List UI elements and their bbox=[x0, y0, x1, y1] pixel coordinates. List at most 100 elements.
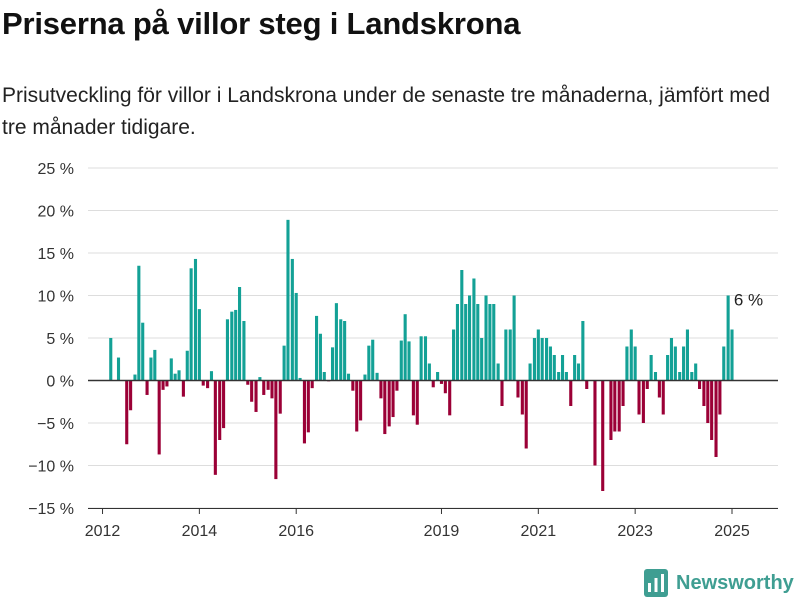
bar bbox=[395, 380, 399, 391]
bar bbox=[157, 380, 161, 455]
y-tick-label: 0 % bbox=[46, 374, 74, 391]
bar bbox=[613, 380, 617, 432]
y-tick-label: −5 % bbox=[37, 416, 74, 433]
bar bbox=[557, 372, 561, 381]
bar bbox=[246, 380, 250, 385]
bar bbox=[250, 380, 254, 402]
bar bbox=[363, 374, 367, 381]
bar bbox=[218, 380, 222, 440]
y-tick-label: 10 % bbox=[38, 289, 74, 306]
bar bbox=[177, 370, 181, 381]
bar bbox=[496, 363, 500, 381]
bar bbox=[258, 377, 262, 381]
bar bbox=[411, 380, 415, 416]
bar bbox=[116, 357, 121, 381]
bar bbox=[455, 304, 459, 381]
bar bbox=[423, 336, 428, 381]
bars bbox=[109, 219, 734, 491]
bar bbox=[185, 350, 189, 381]
bar bbox=[552, 355, 556, 381]
y-tick-label: 15 % bbox=[38, 246, 74, 263]
bar bbox=[290, 258, 294, 381]
bar bbox=[129, 380, 133, 411]
bar bbox=[601, 380, 605, 491]
brand-logo[interactable]: Newsworthy bbox=[644, 569, 794, 597]
y-tick-label: −10 % bbox=[28, 459, 74, 476]
bar bbox=[153, 349, 157, 381]
bar bbox=[254, 380, 258, 412]
bar bbox=[133, 374, 137, 381]
bar bbox=[649, 355, 653, 381]
bar bbox=[286, 219, 290, 381]
x-tick-label: 2023 bbox=[617, 523, 653, 540]
bar-chart: −15 % −10 % −5 % 0 % 5 % 10 % 15 % 20 % 25 % 2012… bbox=[28, 161, 778, 540]
bar bbox=[141, 322, 145, 381]
bar bbox=[427, 363, 431, 381]
x-tick-label: 2014 bbox=[182, 523, 218, 540]
bar bbox=[181, 380, 185, 397]
bar bbox=[666, 355, 670, 381]
bar bbox=[262, 380, 266, 395]
bar bbox=[702, 380, 706, 406]
bar bbox=[718, 380, 722, 415]
bar bbox=[722, 346, 726, 381]
newsworthy-logo-icon bbox=[644, 569, 668, 597]
y-tick-label: −15 % bbox=[28, 501, 74, 518]
bar bbox=[443, 380, 447, 394]
bar bbox=[524, 380, 528, 449]
bar bbox=[137, 265, 141, 381]
bar bbox=[322, 372, 326, 381]
bar bbox=[109, 338, 113, 381]
bar bbox=[698, 380, 702, 389]
chart-title: Priserna på villor steg i Landskrona bbox=[2, 6, 521, 41]
bar bbox=[238, 287, 242, 381]
bar bbox=[234, 309, 238, 381]
bar bbox=[225, 319, 229, 381]
bar bbox=[278, 380, 282, 414]
bar bbox=[149, 357, 153, 381]
x-tick-label: 2016 bbox=[278, 523, 314, 540]
bar bbox=[407, 341, 411, 381]
bar bbox=[633, 346, 637, 381]
bar bbox=[306, 380, 310, 433]
bar bbox=[657, 380, 661, 398]
bar bbox=[682, 346, 686, 381]
bar bbox=[339, 319, 343, 381]
x-tick-label: 2025 bbox=[714, 523, 750, 540]
bar bbox=[230, 311, 234, 381]
latest-value-label: 6 % bbox=[734, 291, 763, 310]
bar bbox=[540, 338, 544, 381]
bar bbox=[484, 295, 488, 381]
bar bbox=[669, 338, 674, 381]
bar bbox=[581, 321, 585, 381]
bar bbox=[346, 373, 351, 381]
bar bbox=[512, 295, 516, 381]
bar bbox=[383, 380, 387, 435]
bar bbox=[282, 345, 286, 381]
bar bbox=[637, 380, 641, 415]
bar bbox=[359, 380, 363, 421]
axes: −15 % −10 % −5 % 0 % 5 % 10 % 15 % 20 % 25 % 2012… bbox=[28, 161, 778, 540]
bar bbox=[560, 355, 565, 381]
bar bbox=[472, 278, 476, 381]
bar bbox=[355, 380, 359, 432]
bar bbox=[351, 380, 355, 391]
bar bbox=[145, 380, 149, 395]
bar bbox=[673, 346, 677, 381]
brand-name: Newsworthy bbox=[676, 571, 794, 594]
bar bbox=[439, 380, 444, 384]
bar bbox=[548, 346, 552, 381]
bar bbox=[678, 372, 682, 381]
bar bbox=[714, 380, 718, 457]
bar bbox=[621, 380, 625, 406]
bar bbox=[476, 304, 480, 381]
bar bbox=[436, 372, 440, 381]
bar bbox=[625, 346, 629, 381]
x-tick-label: 2012 bbox=[85, 523, 121, 540]
bar bbox=[399, 340, 403, 381]
bar bbox=[371, 339, 375, 381]
y-tick-label: 25 % bbox=[38, 161, 74, 178]
bar bbox=[645, 380, 649, 389]
bar bbox=[585, 380, 589, 389]
bar bbox=[294, 292, 298, 381]
